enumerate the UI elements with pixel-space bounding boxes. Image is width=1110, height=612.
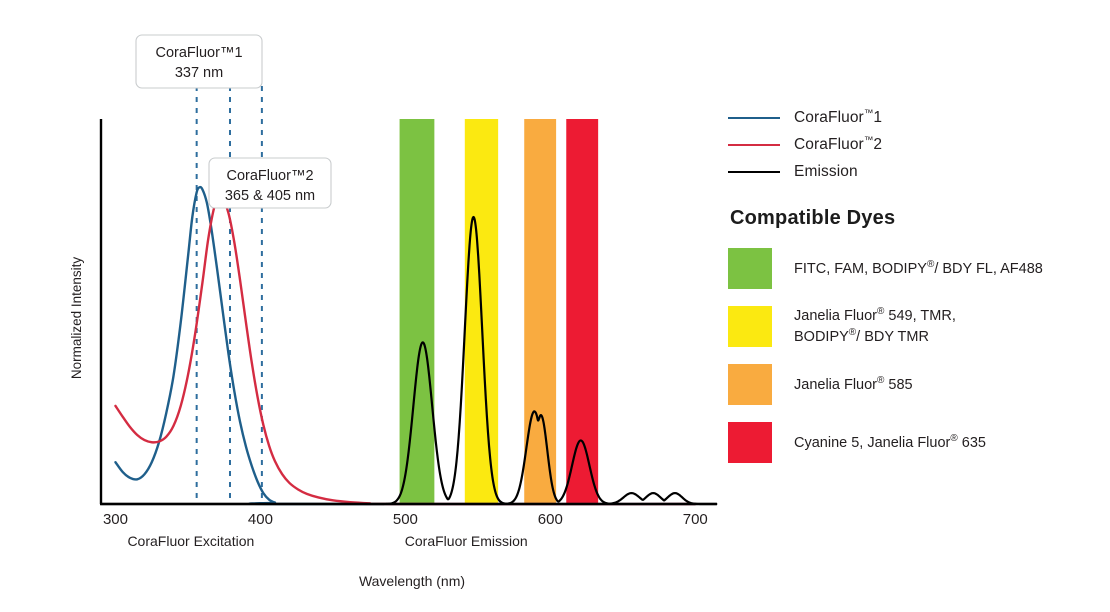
curve-corafluor1 [114, 185, 697, 506]
legend-emission: Emission [728, 158, 1110, 185]
axes-layer [99, 119, 717, 506]
compatible-dyes-list: FITC, FAM, BODIPY®/ BDY FL, AF488 Janelia… [728, 244, 1110, 466]
callout-corafluor-2: CoraFluor™2 365 & 405 nm [208, 157, 332, 209]
callout-corafluor-2-line1: CoraFluor™2 [226, 168, 313, 184]
chart-area: 300 400 500 600 700 CoraFluor Excitation CoraF… [69, 34, 718, 589]
axis-labels-layer: 300 400 500 600 700 CoraFluor Excitation CoraF… [69, 257, 708, 589]
dye-orange-swatch [728, 363, 772, 405]
x-axis-title: Wavelength (nm) [359, 573, 465, 589]
x-tick-300: 300 [103, 511, 128, 528]
dye-yellow-row: Janelia Fluor® 549, TMR, BODIPY®/ BDY TMR [728, 302, 1110, 350]
dye-green-swatch [728, 247, 772, 289]
callout-corafluor-1-box [135, 34, 263, 89]
orange-band [524, 119, 557, 504]
legend-corafluor-1-label: CoraFluor™1 [794, 107, 883, 127]
curve-corafluor2 [114, 195, 697, 506]
side-panel: CoraFluor™1 CoraFluor™2 Emission Compatibl… [728, 104, 1110, 464]
y-axis-title: Normalized Intensity [69, 257, 84, 380]
green-band [399, 119, 435, 504]
callout-corafluor-1-line2: 337 nm [175, 65, 223, 81]
dye-red-row: Cyanine 5, Janelia Fluor® 635 [728, 418, 1110, 466]
legend-corafluor-2-swatch [728, 143, 780, 146]
registered-mark: ® [848, 327, 857, 338]
dye-red-swatch [728, 421, 772, 463]
red-band [566, 119, 599, 504]
registered-mark: ® [950, 432, 958, 444]
trademark-mark: ™ [863, 134, 874, 146]
wavelength-bands-layer [399, 119, 599, 504]
registered-mark: ® [926, 258, 935, 270]
registered-mark: ® [877, 306, 885, 318]
axis-span-label-1: CoraFluor Emission [405, 533, 528, 549]
x-tick-400: 400 [248, 511, 273, 528]
callout-corafluor-2-line2: 365 & 405 nm [225, 188, 315, 204]
dye-orange-label: Janelia Fluor® 585 [794, 374, 913, 393]
excitation-markers-layer [195, 86, 263, 504]
callouts-layer: CoraFluor™1 337 nm CoraFluor™2 365 & 405 nm [135, 34, 332, 209]
callout-corafluor-1-line1: CoraFluor™1 [155, 45, 242, 61]
callout-corafluor-1: CoraFluor™1 337 nm [135, 34, 263, 89]
dye-yellow-label: Janelia Fluor® 549, TMR, BODIPY®/ BDY TMR [794, 306, 956, 345]
dye-green-row: FITC, FAM, BODIPY®/ BDY FL, AF488 [728, 244, 1110, 292]
legend-corafluor-2-label: CoraFluor™2 [794, 134, 883, 154]
legend-corafluor-2: CoraFluor™2 [728, 131, 1110, 158]
dye-green-label: FITC, FAM, BODIPY®/ BDY FL, AF488 [794, 258, 1043, 277]
trademark-mark: ™ [863, 107, 874, 119]
legend-emission-swatch [728, 170, 780, 173]
axis-span-label-0: CoraFluor Excitation [127, 533, 254, 549]
dye-yellow-swatch [728, 305, 772, 347]
legend-corafluor-1-swatch [728, 116, 780, 119]
legend-emission-label: Emission [794, 162, 858, 180]
dye-red-label: Cyanine 5, Janelia Fluor® 635 [794, 432, 986, 451]
callout-corafluor-2-box [208, 157, 332, 209]
series-legend: CoraFluor™1 CoraFluor™2 Emission [728, 104, 1110, 185]
legend-corafluor-1: CoraFluor™1 [728, 104, 1110, 131]
compatible-dyes-heading: Compatible Dyes [730, 207, 896, 229]
x-tick-700: 700 [683, 511, 708, 528]
dye-orange-row: Janelia Fluor® 585 [728, 360, 1110, 408]
spectra-chart: 300 400 500 600 700 CoraFluor Excitation CoraF… [69, 34, 718, 589]
x-tick-600: 600 [538, 511, 563, 528]
x-tick-500: 500 [393, 511, 418, 528]
registered-mark: ® [877, 374, 885, 386]
